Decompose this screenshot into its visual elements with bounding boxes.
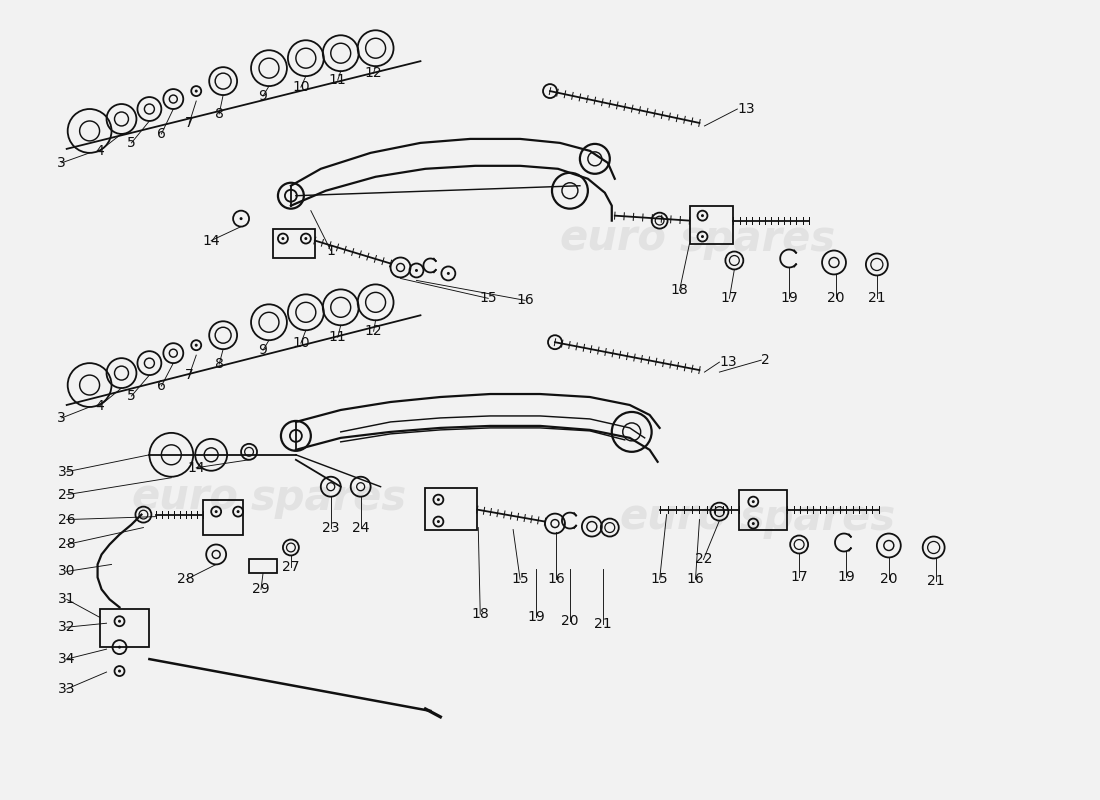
Text: 31: 31 [58,592,76,606]
Text: 5: 5 [128,389,135,403]
Text: 24: 24 [352,521,370,534]
Circle shape [447,272,450,275]
Bar [249,559,277,574]
Text: 7: 7 [185,368,194,382]
Text: 9: 9 [258,89,267,103]
Circle shape [751,500,755,503]
Text: 28: 28 [177,572,195,586]
Text: 7: 7 [185,116,194,130]
Text: 17: 17 [790,570,807,584]
Text: 25: 25 [58,488,76,502]
Circle shape [305,237,307,240]
Bar [273,229,315,258]
Text: 22: 22 [695,553,712,566]
Text: 3: 3 [57,156,66,170]
Text: 35: 35 [58,465,76,478]
Text: 30: 30 [58,565,76,578]
Text: 33: 33 [58,682,76,696]
Text: 6: 6 [157,127,166,141]
Text: 3: 3 [57,411,66,425]
Circle shape [701,235,704,238]
Circle shape [437,520,440,523]
Circle shape [118,670,121,673]
Text: 12: 12 [365,324,383,338]
Text: 21: 21 [868,291,886,306]
Text: spares: spares [251,477,407,518]
Text: 13: 13 [719,355,737,369]
Text: 15: 15 [480,291,497,306]
Circle shape [118,646,121,649]
Bar [690,206,734,243]
Text: euro: euro [560,218,667,259]
Text: 6: 6 [157,379,166,393]
Text: 11: 11 [329,73,346,87]
Text: 23: 23 [322,521,340,534]
Text: 14: 14 [187,461,205,474]
Circle shape [701,214,704,217]
Text: 20: 20 [827,291,845,306]
Text: 28: 28 [58,538,76,551]
Text: 9: 9 [258,343,267,357]
Circle shape [195,344,198,346]
Text: 1: 1 [327,243,336,258]
Bar [739,490,788,530]
Text: 8: 8 [214,107,223,121]
Text: 13: 13 [737,102,755,116]
Circle shape [118,620,121,622]
Bar [204,500,243,534]
Text: 11: 11 [329,330,346,344]
Text: spares: spares [739,497,895,538]
Text: 32: 32 [58,620,76,634]
Text: spares: spares [680,218,836,259]
Text: 10: 10 [293,80,310,94]
Circle shape [195,90,198,93]
Text: 15: 15 [651,572,669,586]
Text: 14: 14 [202,234,220,247]
Bar [100,610,150,647]
Text: 20: 20 [561,614,579,628]
Text: 18: 18 [671,283,689,298]
Text: 10: 10 [293,336,310,350]
Text: 26: 26 [58,513,76,526]
Text: euro: euro [132,477,239,518]
Circle shape [751,522,755,525]
Text: 15: 15 [512,572,529,586]
Circle shape [214,510,218,513]
Text: 12: 12 [365,66,383,80]
Text: euro: euro [619,497,727,538]
Text: 21: 21 [927,574,945,588]
Bar [426,488,477,530]
Text: 19: 19 [837,570,855,584]
Text: 17: 17 [720,291,738,306]
Text: 29: 29 [252,582,270,596]
Text: 21: 21 [594,618,612,631]
Text: 34: 34 [58,652,76,666]
Text: 19: 19 [527,610,544,624]
Text: 20: 20 [880,572,898,586]
Text: 5: 5 [128,136,135,150]
Text: 16: 16 [686,572,704,586]
Text: 19: 19 [780,291,798,306]
Text: 8: 8 [214,357,223,371]
Text: 27: 27 [283,561,299,574]
Text: 18: 18 [472,607,490,622]
Circle shape [236,510,240,513]
Text: 16: 16 [547,572,565,586]
Circle shape [437,498,440,501]
Circle shape [240,217,243,220]
Circle shape [415,269,418,272]
Text: 4: 4 [96,144,103,158]
Circle shape [282,237,285,240]
Text: 4: 4 [96,399,103,413]
Text: 2: 2 [761,353,770,367]
Text: 16: 16 [516,294,534,307]
